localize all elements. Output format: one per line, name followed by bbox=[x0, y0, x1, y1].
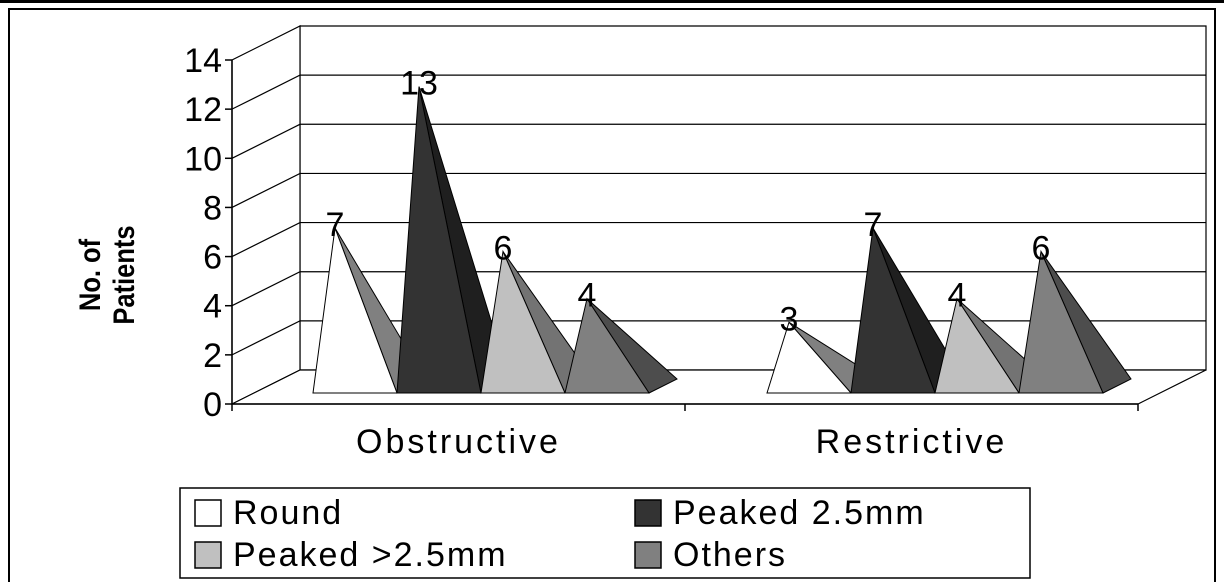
legend-swatch bbox=[194, 499, 222, 527]
y-tick-label: 10 bbox=[184, 140, 222, 178]
pyramid-front-face bbox=[1018, 249, 1104, 394]
data-label: 3 bbox=[780, 300, 799, 338]
legend-label: Others bbox=[673, 536, 787, 574]
legend-swatch bbox=[194, 541, 222, 569]
data-labels: 7 13 6 4 3 7 4 6 bbox=[326, 65, 1051, 339]
y-tick-label: 8 bbox=[203, 189, 222, 227]
x-axis: Obstructive Restrictive bbox=[231, 403, 1139, 461]
x-tick-label: Restrictive bbox=[816, 423, 1008, 461]
data-label: 6 bbox=[1032, 230, 1051, 268]
y-axis-title-line-2: Patients bbox=[107, 225, 140, 324]
y-tick-label: 12 bbox=[184, 91, 222, 129]
gridline bbox=[231, 172, 1206, 208]
data-label: 7 bbox=[326, 206, 345, 244]
y-tick-label: 6 bbox=[203, 239, 222, 277]
data-label: 4 bbox=[578, 277, 597, 315]
data-label: 6 bbox=[494, 230, 513, 268]
y-tick-label: 4 bbox=[203, 288, 222, 326]
data-label: 7 bbox=[864, 206, 883, 244]
pyramid-front-face bbox=[480, 249, 566, 394]
y-axis-title-line-1: No. of bbox=[73, 238, 106, 311]
gridline bbox=[231, 74, 1206, 110]
x-tick-label: Obstructive bbox=[356, 423, 561, 461]
gridline bbox=[231, 123, 1206, 159]
y-tick-label: 14 bbox=[184, 42, 222, 80]
legend-swatch bbox=[634, 541, 662, 569]
pyramid-front-face bbox=[396, 86, 482, 394]
y-tick-label: 0 bbox=[203, 386, 222, 424]
pyramid-front-face bbox=[934, 297, 1020, 394]
legend-label: Peaked >2.5mm bbox=[233, 536, 508, 574]
data-label: 13 bbox=[400, 65, 438, 103]
y-axis-title: No. of Patients bbox=[73, 225, 140, 324]
data-label: 4 bbox=[948, 277, 967, 315]
gridline bbox=[231, 221, 1206, 258]
y-tick-label: 2 bbox=[203, 337, 222, 375]
side-wall bbox=[231, 25, 301, 405]
legend-swatch bbox=[634, 499, 662, 527]
pyramids bbox=[312, 86, 1132, 394]
pyramid-front-face bbox=[850, 227, 936, 394]
pyramid-front-face bbox=[564, 297, 650, 394]
legend-label: Peaked 2.5mm bbox=[673, 494, 926, 532]
legend-box bbox=[179, 487, 1031, 579]
y-axis: 0 2 4 6 8 10 12 14 bbox=[184, 42, 233, 424]
legend-label: Round bbox=[233, 494, 343, 532]
gridline bbox=[231, 271, 1206, 307]
pyramid-front-face bbox=[312, 227, 398, 394]
legend: Round Peaked 2.5mm Peaked >2.5mm Others bbox=[179, 487, 1031, 579]
pyramid-front-face bbox=[766, 321, 853, 394]
